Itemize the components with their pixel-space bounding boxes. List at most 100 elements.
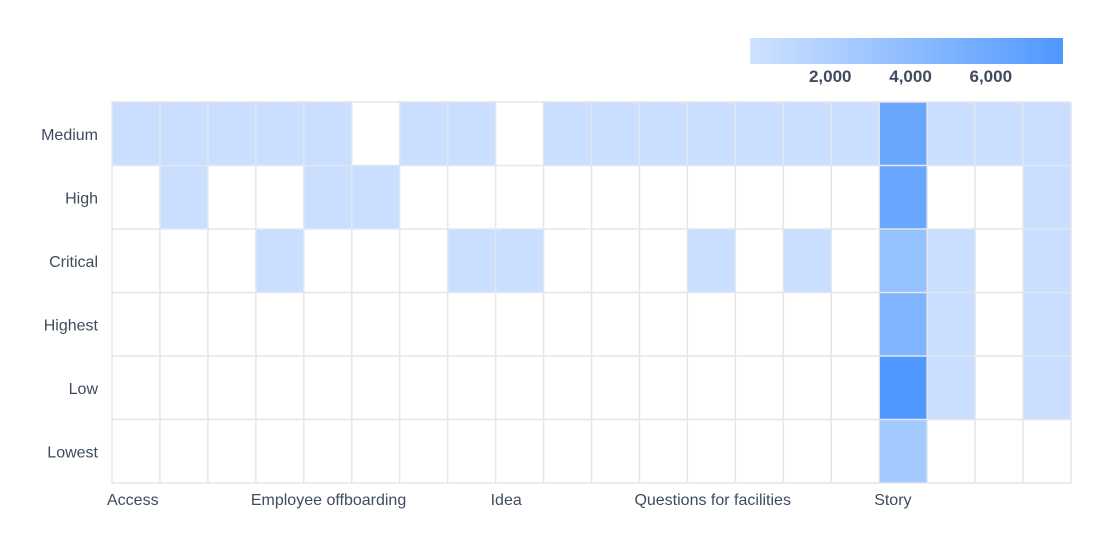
heatmap-cell: [447, 229, 496, 293]
heatmap-cell: [159, 229, 208, 293]
heatmap-cell: [303, 292, 352, 356]
heatmap-cell: [543, 419, 592, 483]
heatmap-cell: [687, 356, 736, 420]
heatmap-cell: [303, 229, 352, 293]
heatmap-cell: [735, 165, 784, 229]
legend-tick-label: 6,000: [969, 67, 1012, 86]
heatmap-cell: [495, 165, 544, 229]
heatmap-cell: [351, 102, 400, 166]
heatmap-cell: [591, 165, 640, 229]
heatmap-cell: [591, 102, 640, 166]
heatmap-cell: [1023, 102, 1071, 166]
heatmap-cell: [831, 102, 880, 166]
heatmap-cell: [543, 292, 592, 356]
heatmap-cell: [591, 229, 640, 293]
y-tick-label: Critical: [49, 254, 98, 271]
heatmap-cell: [351, 292, 400, 356]
heatmap-cell: [303, 356, 352, 420]
heatmap-cells: [112, 102, 1071, 483]
heatmap-cell: [783, 229, 832, 293]
heatmap-cell: [207, 229, 256, 293]
heatmap-cell: [112, 165, 160, 229]
heatmap-cell: [399, 292, 448, 356]
heatmap-cell: [543, 229, 592, 293]
x-tick-label: Story: [874, 492, 911, 509]
heatmap-cell: [159, 102, 208, 166]
heatmap-cell: [783, 102, 832, 166]
color-legend-ticks: 2,000 4,000 6,000: [809, 67, 1012, 86]
heatmap-cell: [399, 419, 448, 483]
heatmap-cell: [207, 356, 256, 420]
heatmap-cell: [783, 292, 832, 356]
heatmap-cell: [207, 292, 256, 356]
heatmap-cell: [255, 356, 304, 420]
heatmap-cell: [831, 356, 880, 420]
heatmap-cell: [303, 102, 352, 166]
heatmap-cell: [879, 229, 928, 293]
heatmap-cell: [591, 292, 640, 356]
heatmap-cell: [495, 102, 544, 166]
heatmap-cell: [783, 419, 832, 483]
color-legend: 2,000 4,000 6,000: [750, 38, 1063, 86]
heatmap-cell: [303, 419, 352, 483]
heatmap-cell: [1023, 419, 1071, 483]
heatmap-cell: [975, 356, 1024, 420]
x-tick-label: Employee offboarding: [251, 492, 406, 509]
heatmap-cell: [639, 229, 688, 293]
heatmap-cell: [399, 229, 448, 293]
heatmap-cell: [735, 102, 784, 166]
heatmap-cell: [639, 165, 688, 229]
heatmap-cell: [687, 102, 736, 166]
heatmap-cell: [207, 419, 256, 483]
heatmap-grid: [111, 101, 1072, 484]
heatmap-cell: [879, 419, 928, 483]
color-legend-bar: [750, 38, 1063, 64]
heatmap-cell: [447, 102, 496, 166]
heatmap-cell: [735, 229, 784, 293]
heatmap-cell: [927, 419, 976, 483]
heatmap-cell: [879, 292, 928, 356]
heatmap-cell: [543, 165, 592, 229]
x-tick-label: Idea: [491, 492, 522, 509]
heatmap-cell: [351, 419, 400, 483]
heatmap-cell: [1023, 165, 1071, 229]
x-tick-label: Access: [107, 492, 159, 509]
heatmap-cell: [255, 292, 304, 356]
heatmap-cell: [639, 419, 688, 483]
heatmap-cell: [1023, 292, 1071, 356]
heatmap-cell: [399, 165, 448, 229]
heatmap-cell: [255, 419, 304, 483]
legend-tick-label: 4,000: [889, 67, 932, 86]
heatmap-cell: [831, 165, 880, 229]
heatmap-cell: [447, 419, 496, 483]
heatmap-cell: [255, 102, 304, 166]
heatmap-cell: [351, 356, 400, 420]
heatmap-cell: [495, 229, 544, 293]
heatmap-cell: [159, 356, 208, 420]
heatmap-cell: [1023, 229, 1071, 293]
heatmap-cell: [591, 356, 640, 420]
heatmap-cell: [255, 229, 304, 293]
heatmap-cell: [975, 419, 1024, 483]
heatmap-cell: [159, 292, 208, 356]
heatmap-cell: [399, 356, 448, 420]
heatmap-cell: [687, 292, 736, 356]
heatmap-cell: [112, 356, 160, 420]
heatmap-cell: [495, 292, 544, 356]
heatmap-cell: [207, 165, 256, 229]
heatmap-cell: [735, 292, 784, 356]
x-axis-ticks: Access Employee offboarding Idea Questions …: [107, 492, 912, 509]
heatmap-cell: [831, 292, 880, 356]
heatmap-cell: [351, 165, 400, 229]
heatmap-cell: [112, 102, 160, 166]
heatmap-cell: [975, 102, 1024, 166]
heatmap-cell: [927, 165, 976, 229]
heatmap-cell: [399, 102, 448, 166]
heatmap-cell: [495, 356, 544, 420]
y-tick-label: Low: [69, 381, 99, 398]
heatmap-cell: [351, 229, 400, 293]
heatmap-cell: [543, 356, 592, 420]
heatmap-cell: [687, 419, 736, 483]
heatmap-cell: [783, 165, 832, 229]
y-tick-label: Medium: [41, 127, 98, 144]
